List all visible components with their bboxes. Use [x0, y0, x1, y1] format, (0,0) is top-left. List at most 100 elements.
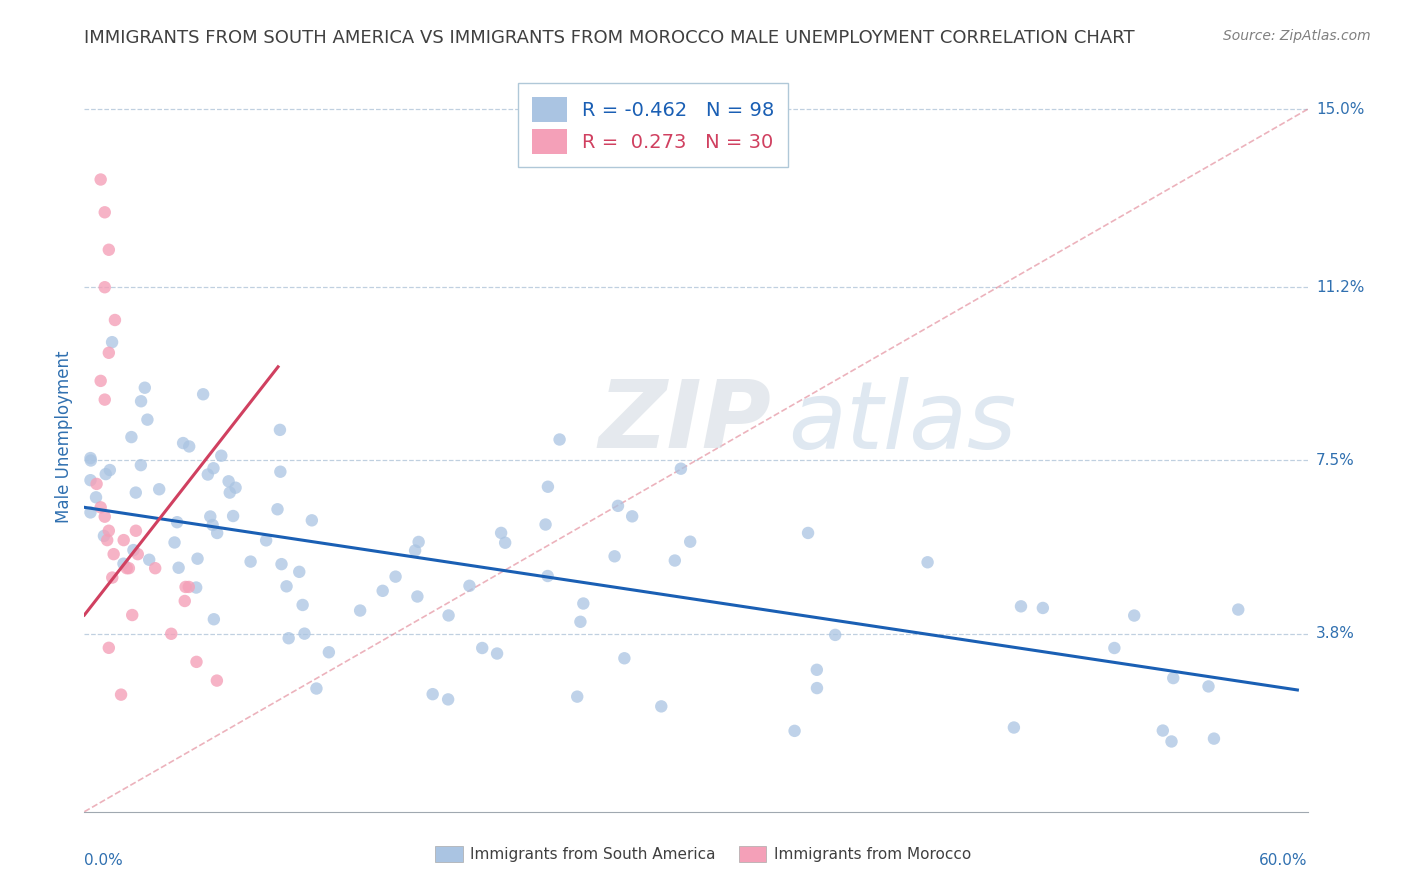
- Point: [90, 374, 112, 388]
- Point: [127, 547, 149, 561]
- Legend: Immigrants from South America, Immigrants from Morocco: Immigrants from South America, Immigrant…: [429, 840, 977, 868]
- Point: [1198, 680, 1220, 694]
- Text: 60.0%: 60.0%: [1260, 853, 1308, 868]
- Point: [201, 518, 224, 533]
- Point: [270, 557, 292, 571]
- Point: [1010, 599, 1032, 614]
- Text: 15.0%: 15.0%: [1316, 102, 1364, 117]
- Point: [79, 505, 101, 519]
- Point: [98, 463, 121, 477]
- Point: [79, 473, 101, 487]
- Point: [1123, 608, 1146, 623]
- Point: [160, 626, 183, 640]
- Point: [269, 423, 291, 437]
- Point: [163, 535, 186, 549]
- Point: [1161, 671, 1184, 685]
- Point: [93, 205, 115, 219]
- Point: [202, 461, 225, 475]
- Point: [266, 502, 288, 516]
- Text: 0.0%: 0.0%: [84, 853, 124, 868]
- Point: [384, 569, 406, 583]
- Point: [187, 551, 209, 566]
- Point: [471, 640, 494, 655]
- Point: [917, 555, 939, 569]
- Point: [269, 465, 291, 479]
- Point: [486, 647, 509, 661]
- Point: [94, 467, 117, 482]
- Point: [121, 608, 143, 623]
- Point: [567, 690, 589, 704]
- Point: [603, 549, 626, 564]
- Point: [186, 655, 208, 669]
- Point: [225, 481, 247, 495]
- Point: [179, 440, 201, 453]
- Point: [783, 723, 806, 738]
- Point: [1104, 640, 1126, 655]
- Point: [177, 580, 200, 594]
- Point: [406, 590, 429, 604]
- Point: [191, 387, 214, 401]
- Point: [97, 640, 120, 655]
- Point: [90, 172, 112, 186]
- Point: [1160, 734, 1182, 748]
- Point: [650, 699, 672, 714]
- Point: [112, 533, 135, 547]
- Point: [218, 485, 240, 500]
- Point: [371, 583, 394, 598]
- Point: [166, 515, 188, 529]
- Point: [97, 243, 120, 257]
- Point: [437, 608, 460, 623]
- Point: [138, 553, 160, 567]
- Point: [209, 449, 232, 463]
- Point: [115, 561, 138, 575]
- Point: [93, 280, 115, 294]
- Point: [824, 628, 846, 642]
- Point: [222, 508, 245, 523]
- Point: [349, 603, 371, 617]
- Point: [125, 485, 148, 500]
- Point: [607, 499, 630, 513]
- Point: [84, 491, 107, 505]
- Point: [134, 381, 156, 395]
- Point: [103, 547, 125, 561]
- Point: [548, 433, 571, 447]
- Point: [110, 688, 132, 702]
- Point: [422, 687, 444, 701]
- Point: [97, 345, 120, 359]
- Point: [129, 394, 152, 409]
- Point: [679, 534, 702, 549]
- Point: [534, 517, 557, 532]
- Point: [186, 581, 208, 595]
- Point: [489, 525, 512, 540]
- Text: 7.5%: 7.5%: [1316, 453, 1354, 468]
- Point: [125, 524, 148, 538]
- Point: [1032, 601, 1054, 615]
- Point: [80, 453, 103, 467]
- Point: [205, 526, 228, 541]
- Point: [93, 529, 115, 543]
- Point: [239, 555, 262, 569]
- Point: [572, 597, 595, 611]
- Point: [173, 594, 195, 608]
- Point: [437, 692, 460, 706]
- Point: [120, 430, 142, 444]
- Point: [305, 681, 328, 696]
- Point: [218, 475, 240, 489]
- Point: [277, 632, 299, 646]
- Point: [167, 560, 190, 574]
- Point: [291, 598, 314, 612]
- Text: IMMIGRANTS FROM SOUTH AMERICA VS IMMIGRANTS FROM MOROCCO MALE UNEMPLOYMENT CORRE: IMMIGRANTS FROM SOUTH AMERICA VS IMMIGRA…: [84, 29, 1135, 47]
- Point: [205, 673, 228, 688]
- Point: [294, 626, 316, 640]
- Point: [301, 513, 323, 527]
- Point: [143, 561, 166, 575]
- Point: [276, 579, 298, 593]
- Point: [1002, 721, 1025, 735]
- Point: [79, 451, 101, 466]
- Point: [197, 467, 219, 482]
- Point: [797, 525, 820, 540]
- Point: [537, 480, 560, 494]
- Text: Source: ZipAtlas.com: Source: ZipAtlas.com: [1223, 29, 1371, 43]
- Point: [96, 533, 118, 547]
- Point: [90, 500, 112, 515]
